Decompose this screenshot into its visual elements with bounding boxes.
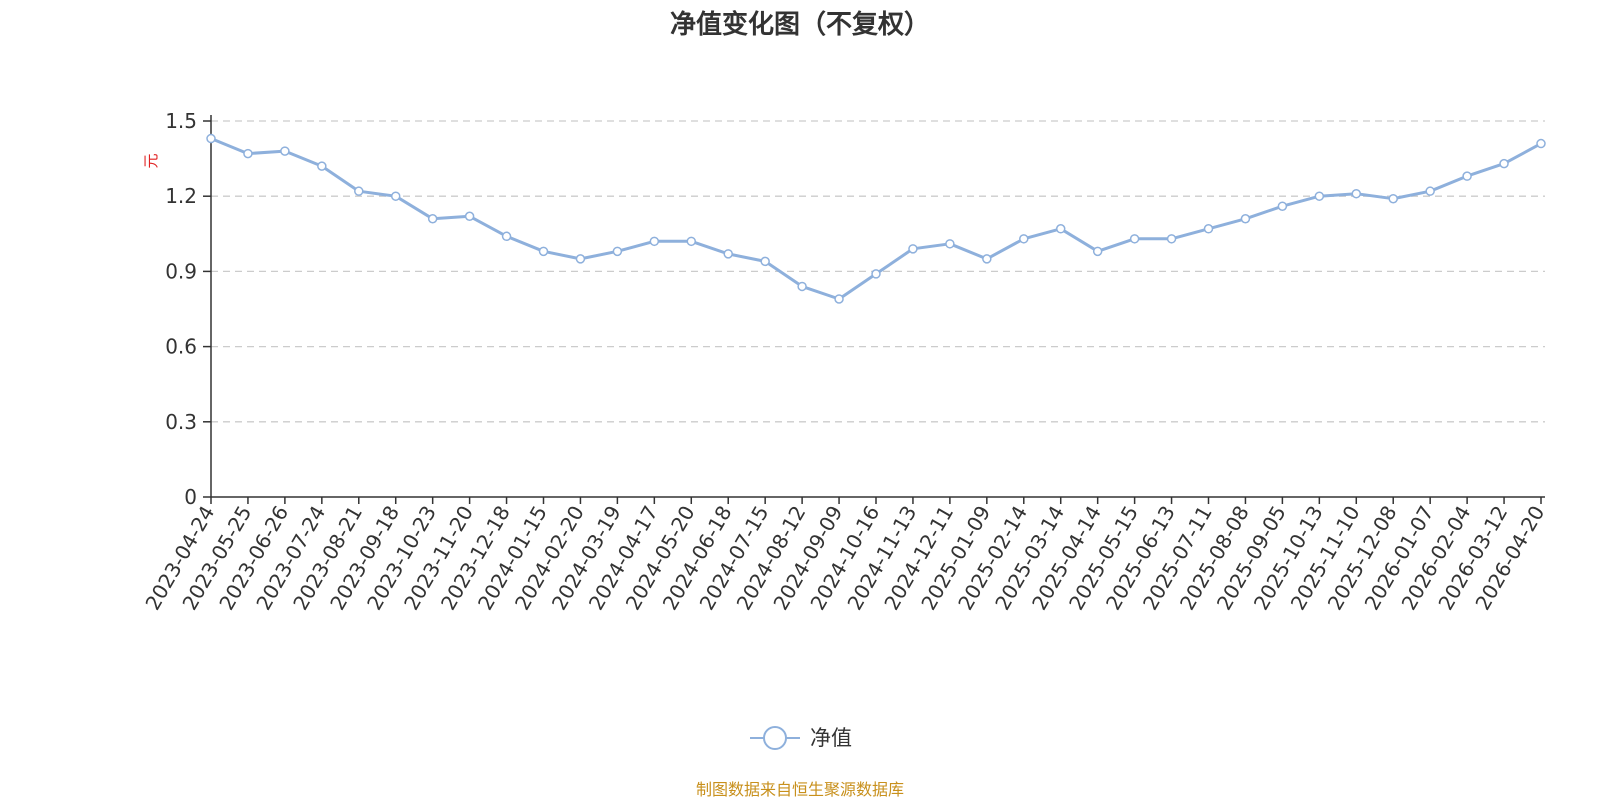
y-tick-label: 1.2 <box>165 184 197 208</box>
data-point <box>1129 234 1140 244</box>
data-point <box>612 246 623 257</box>
data-point <box>317 161 327 171</box>
data-point <box>1166 234 1177 244</box>
chart-title: 净值变化图（不复权） <box>670 9 930 40</box>
data-point <box>649 236 660 247</box>
data-point <box>1425 186 1435 196</box>
data-point <box>1462 171 1472 181</box>
data-point <box>982 254 992 264</box>
data-point <box>1314 191 1325 201</box>
data-point <box>1499 158 1509 169</box>
data-point <box>1277 201 1288 211</box>
data-point <box>243 148 253 159</box>
data-point <box>1240 214 1251 224</box>
data-point <box>908 244 918 254</box>
y-tick-label: 0.3 <box>165 410 197 434</box>
legend-marker-symbol <box>763 726 787 750</box>
y-tick-label: 0.6 <box>165 335 197 359</box>
data-point <box>354 186 364 196</box>
data-point <box>1536 138 1546 149</box>
y-tick-label: 0.9 <box>165 259 197 283</box>
data-point <box>390 191 401 201</box>
data-point <box>1203 224 1214 234</box>
legend[interactable]: 净值 <box>750 726 852 750</box>
data-point <box>1388 193 1398 204</box>
data-point <box>723 249 733 259</box>
data-point <box>538 246 549 257</box>
data-point <box>464 211 475 222</box>
y-axis-ticks: 0 0.3 0.6 0.9 1.2 1.5 <box>165 109 211 509</box>
data-point <box>575 254 586 264</box>
data-point <box>1351 188 1362 199</box>
axes <box>210 115 1545 498</box>
data-point <box>1092 246 1103 257</box>
y-tick-label: 0 <box>184 485 197 509</box>
data-point <box>871 269 881 279</box>
data-point <box>280 146 290 156</box>
data-point <box>797 281 807 292</box>
data-point <box>945 239 955 249</box>
data-point <box>1055 224 1066 234</box>
y-tick-label: 1.5 <box>165 109 197 133</box>
data-point <box>427 214 438 224</box>
data-point <box>206 133 216 144</box>
legend-label: 净值 <box>810 726 852 750</box>
data-point <box>1019 234 1029 244</box>
data-point <box>686 236 697 247</box>
data-source-note: 制图数据来自恒生聚源数据库 <box>696 780 904 799</box>
data-point <box>760 256 770 267</box>
series-group <box>206 133 1546 304</box>
y-axis-unit-label: 元 <box>142 153 160 168</box>
x-axis-ticks: 2023-04-242023-05-252023-06-262023-07-24… <box>140 497 1549 614</box>
data-point <box>501 231 512 242</box>
data-point <box>834 294 844 304</box>
